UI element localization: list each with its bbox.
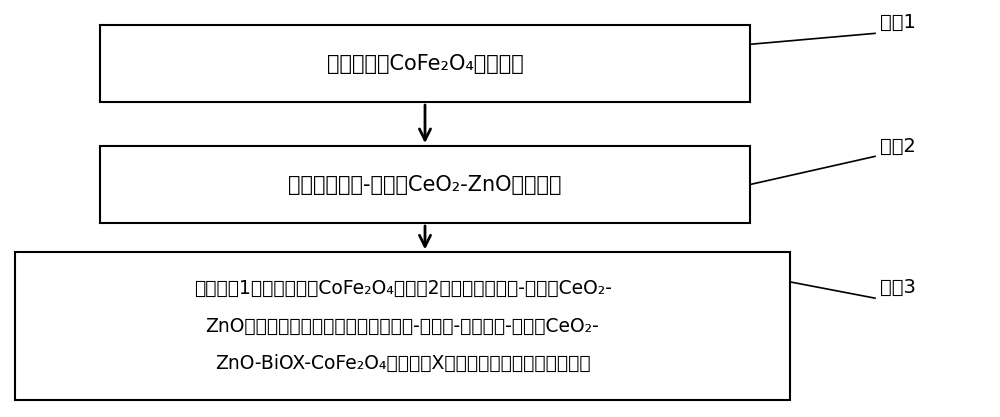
Text: 步骤2: 步骤2	[880, 136, 916, 156]
Text: 制备铁酸钴CoFe₂O₄微颗粒；: 制备铁酸钴CoFe₂O₄微颗粒；	[327, 54, 523, 73]
Text: 步骤3: 步骤3	[880, 278, 916, 297]
Text: 制备二氧化铈-氧化锌CeO₂-ZnO微颗粒；: 制备二氧化铈-氧化锌CeO₂-ZnO微颗粒；	[288, 175, 562, 194]
FancyBboxPatch shape	[15, 252, 790, 400]
FancyBboxPatch shape	[100, 146, 750, 223]
Text: ZnO-BiOX-CoFe₂O₄；其中，X为氯元素、渴元素或碳元素。: ZnO-BiOX-CoFe₂O₄；其中，X为氯元素、渴元素或碳元素。	[215, 354, 590, 373]
FancyBboxPatch shape	[100, 25, 750, 102]
Text: 步骤1: 步骤1	[880, 13, 916, 33]
Text: 根据步骤1制取的铁酸靴CoFe₂O₄和步骤2制取的二氧化销-氧化锌CeO₂-: 根据步骤1制取的铁酸靴CoFe₂O₄和步骤2制取的二氧化销-氧化锌CeO₂-	[194, 279, 611, 298]
Text: ZnO，制取磁性可见光催化剂二氧化销-氧化锌-卤氧化铋-铁酸靴CeO₂-: ZnO，制取磁性可见光催化剂二氧化销-氧化锌-卤氧化铋-铁酸靴CeO₂-	[206, 317, 599, 336]
